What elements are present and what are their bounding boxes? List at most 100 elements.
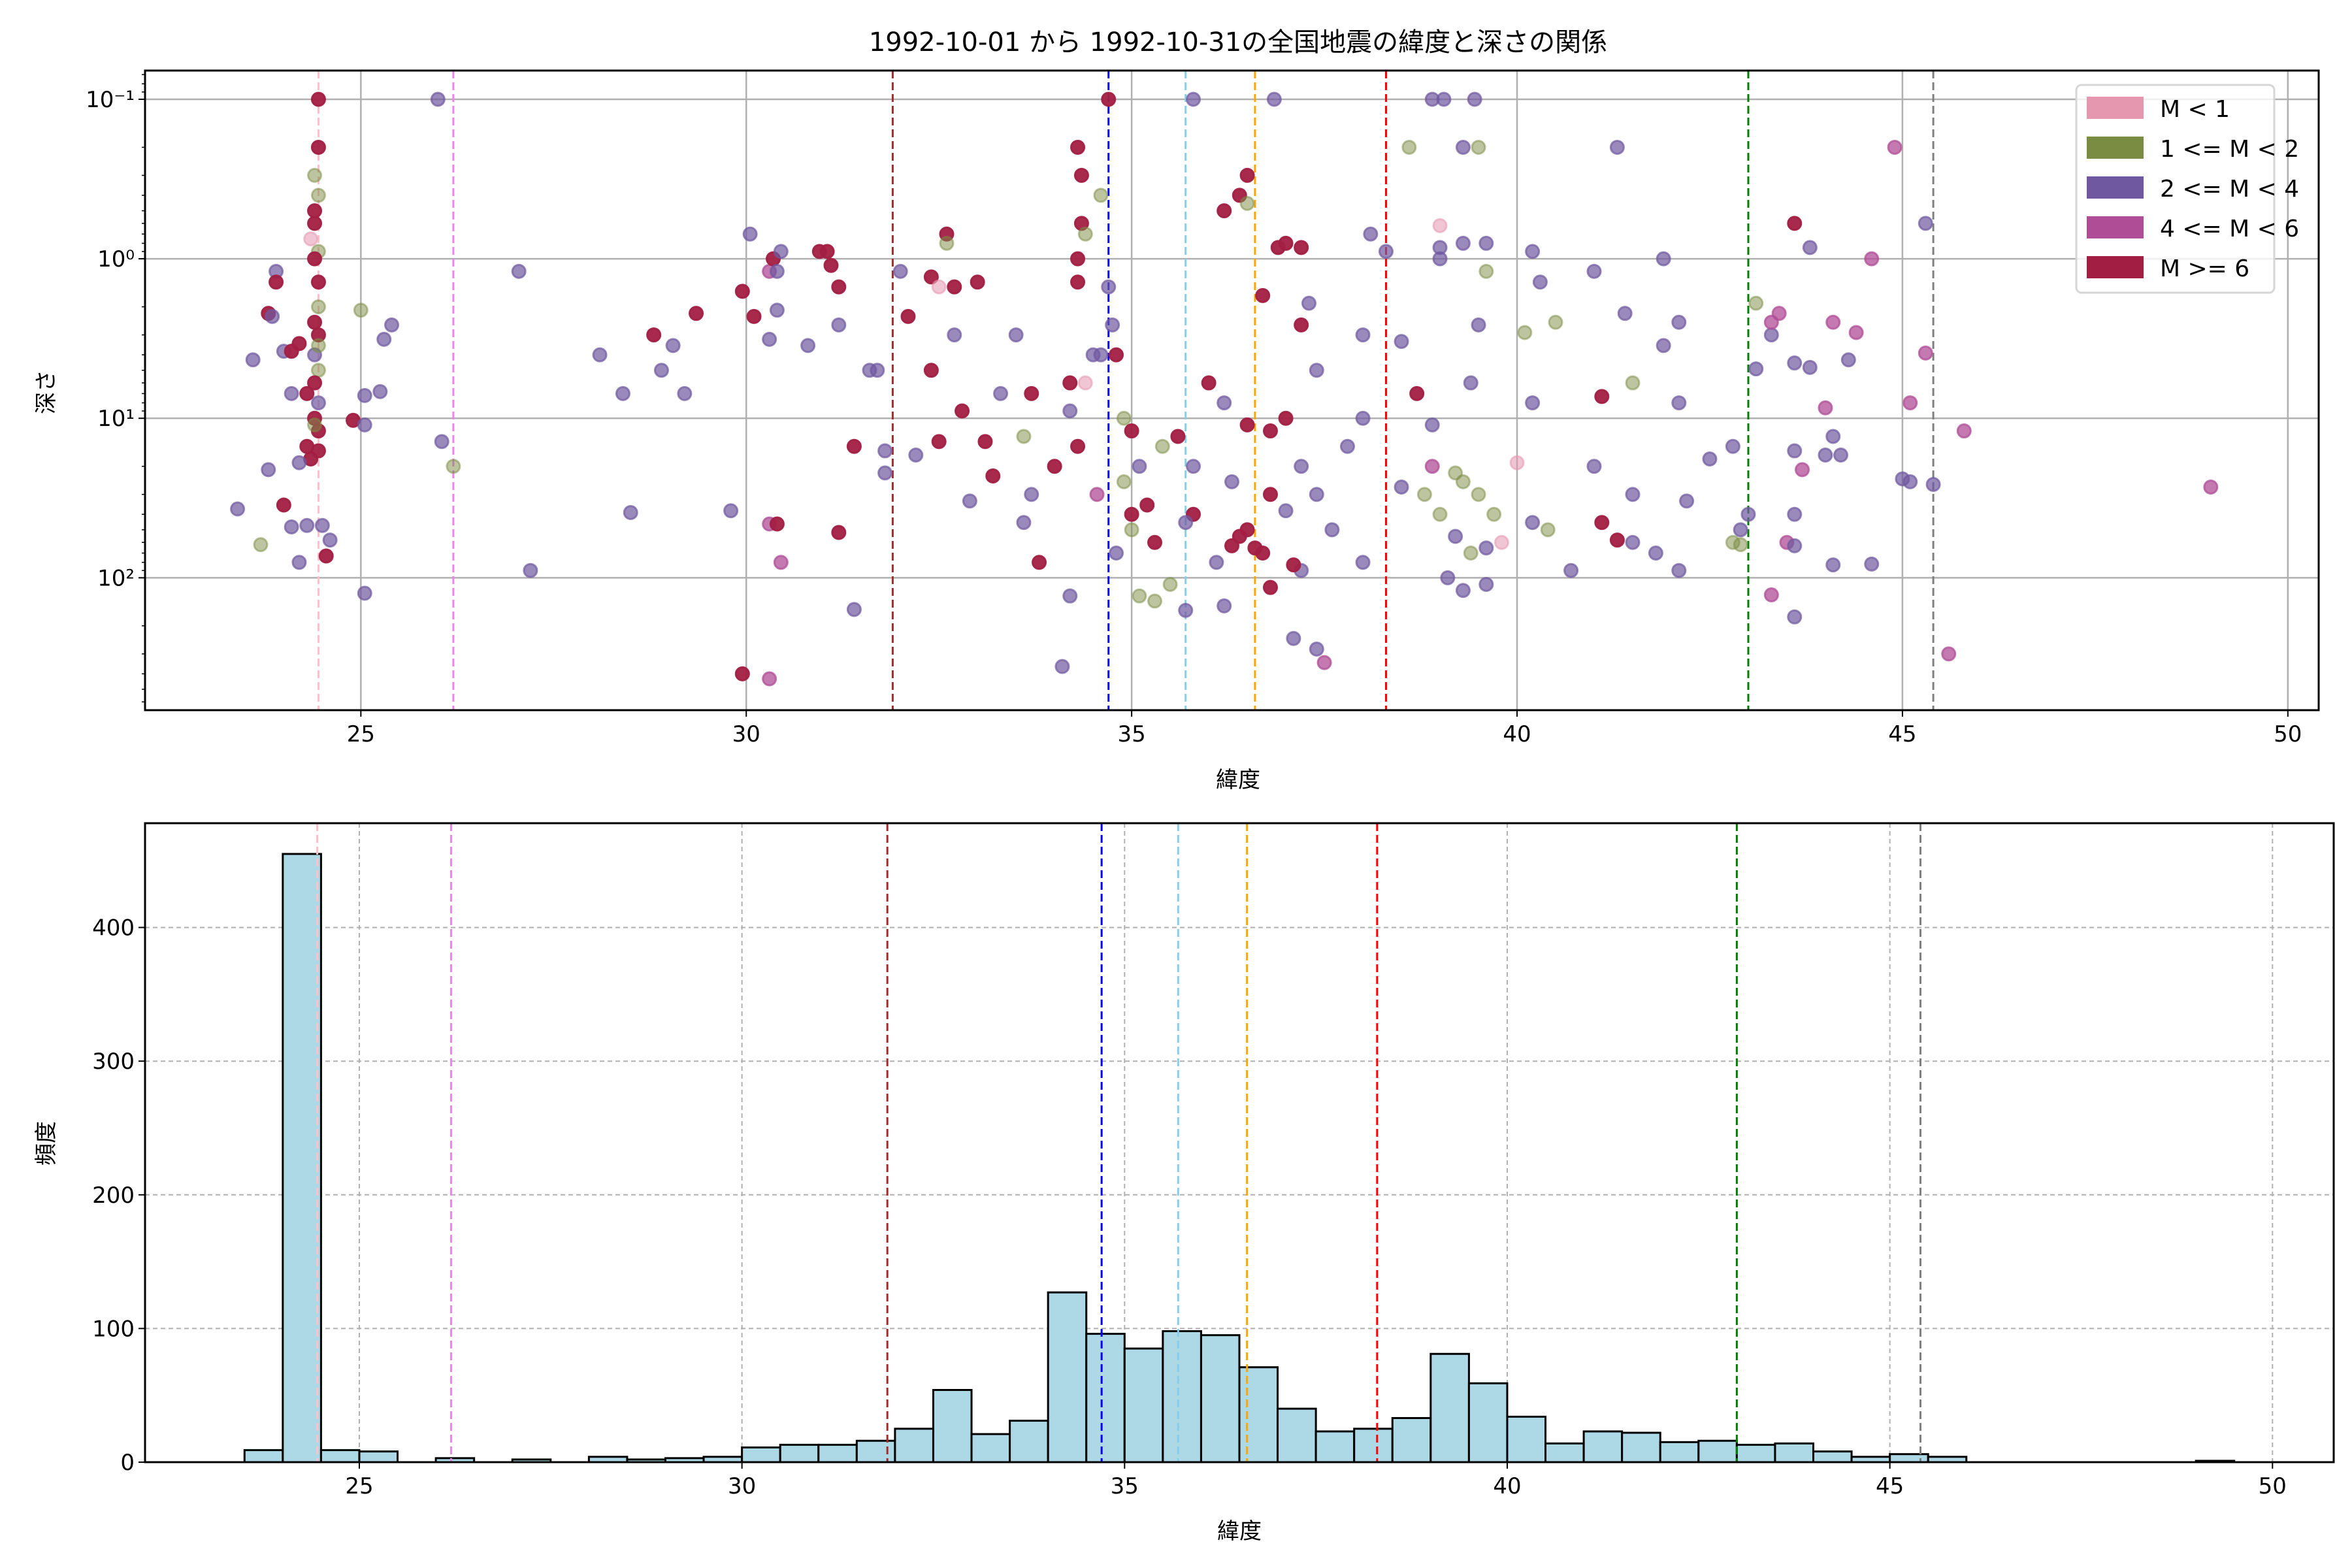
legend-swatch [2087, 256, 2144, 278]
scatter-point [1925, 477, 1941, 493]
scatter-point [1124, 522, 1139, 538]
scatter-point [1270, 240, 1286, 255]
scatter-point [1471, 139, 1486, 155]
scatter-point [1101, 91, 1117, 107]
scatter-plot: 25 30 35 40 45 50 10⁻¹ 10⁰ 10¹ 10² M < 1 1 <= M < 2… [86, 69, 2320, 747]
scatter-point [1787, 609, 1803, 625]
scatter-point [773, 555, 789, 570]
scatter-point [1825, 557, 1841, 573]
histogram-bar [1162, 1330, 1202, 1463]
scatter-point [1609, 532, 1625, 548]
scatter-point [1262, 487, 1278, 502]
scatter-point [1763, 587, 1779, 603]
scatter-point [985, 468, 1001, 484]
scatter-point [1471, 487, 1486, 502]
scatter-point [1255, 287, 1271, 303]
scatter-point [923, 269, 939, 285]
scatter-point [1763, 314, 1779, 330]
scatter-point [677, 385, 693, 401]
scatter-point [269, 274, 284, 290]
scatter-point [962, 493, 977, 509]
scatter-point [773, 244, 789, 259]
scatter-point [1355, 327, 1371, 343]
scatter-point [310, 338, 326, 353]
histogram-bar [1774, 1442, 1814, 1463]
scatter-point [307, 203, 323, 219]
scatter-point [1047, 459, 1062, 474]
scatter-point [310, 443, 326, 459]
scatter-point [1825, 314, 1841, 330]
y-tick-label: 10⁰ [97, 246, 135, 272]
scatter-point [372, 384, 388, 399]
scatter-point [1918, 216, 1933, 231]
scatter-point [1239, 195, 1255, 211]
scatter-point [1725, 438, 1740, 454]
scatter-point [1509, 455, 1525, 470]
scatter-point [1787, 216, 1803, 231]
scatter-point [1432, 506, 1448, 522]
scatter-point [892, 263, 908, 279]
y-tick-label: 10⁻¹ [86, 87, 135, 113]
scatter-point [734, 284, 750, 299]
scatter-point [1833, 447, 1849, 463]
scatter-point [908, 447, 924, 463]
scatter-point [357, 417, 372, 433]
scatter-point [1309, 642, 1324, 657]
scatter-point [1309, 487, 1324, 502]
histogram-bar [1123, 1347, 1164, 1463]
scatter-point [1278, 503, 1294, 519]
scatter-point [307, 216, 323, 231]
scatter-point [310, 395, 326, 411]
scatter-point [1432, 251, 1448, 267]
scatter-point [1594, 389, 1610, 404]
scatter-point [1116, 410, 1132, 426]
x-tick-label: 30 [732, 721, 760, 747]
scatter-point [1186, 459, 1201, 474]
scatter-point [307, 167, 323, 183]
histogram-bar [1009, 1420, 1049, 1463]
scatter-point [291, 336, 307, 351]
scatter-point [1818, 400, 1833, 416]
histogram-bar [282, 853, 322, 1463]
scatter-point [1563, 563, 1579, 578]
scatter-point [310, 274, 326, 290]
scatter-point [1463, 375, 1478, 391]
scatter-point [1525, 395, 1541, 411]
x-tick-label: 35 [1117, 721, 1145, 747]
scatter-point [1132, 459, 1147, 474]
scatter-point [291, 455, 307, 470]
scatter-point [1748, 295, 1764, 311]
scatter-point [1224, 538, 1239, 553]
scatter-point [1424, 417, 1440, 433]
scatter-point [276, 497, 291, 513]
scatter-point [1671, 314, 1687, 330]
histogram-y-label: 頻度 [33, 1121, 59, 1166]
legend-label: M >= 6 [2160, 255, 2249, 282]
scatter-point [1887, 139, 1903, 155]
scatter-point [955, 403, 970, 419]
scatter-point [1339, 438, 1355, 454]
plot-frame [144, 822, 2335, 1463]
scatter-point [1432, 218, 1448, 233]
scatter-point [384, 317, 400, 333]
scatter-point [1802, 359, 1818, 375]
histogram-bar [970, 1433, 1011, 1463]
scatter-y-label: 深さ [33, 370, 59, 414]
histogram-bar [1735, 1443, 1776, 1463]
scatter-point [1070, 139, 1086, 155]
scatter-point [1617, 306, 1633, 321]
scatter-point [1232, 529, 1247, 544]
scatter-point [1478, 263, 1494, 279]
scatter-point [1147, 534, 1163, 550]
scatter-point [1532, 274, 1548, 290]
scatter-point [1733, 537, 1748, 553]
y-tick-label: 200 [92, 1183, 135, 1209]
scatter-point [800, 338, 816, 353]
scatter-point [1217, 598, 1232, 613]
scatter-point [762, 671, 777, 687]
scatter-point [1278, 410, 1294, 426]
legend-swatch [2087, 137, 2144, 159]
scatter-point [1594, 515, 1610, 531]
histogram-bar [779, 1443, 820, 1463]
scatter-point [877, 443, 893, 459]
